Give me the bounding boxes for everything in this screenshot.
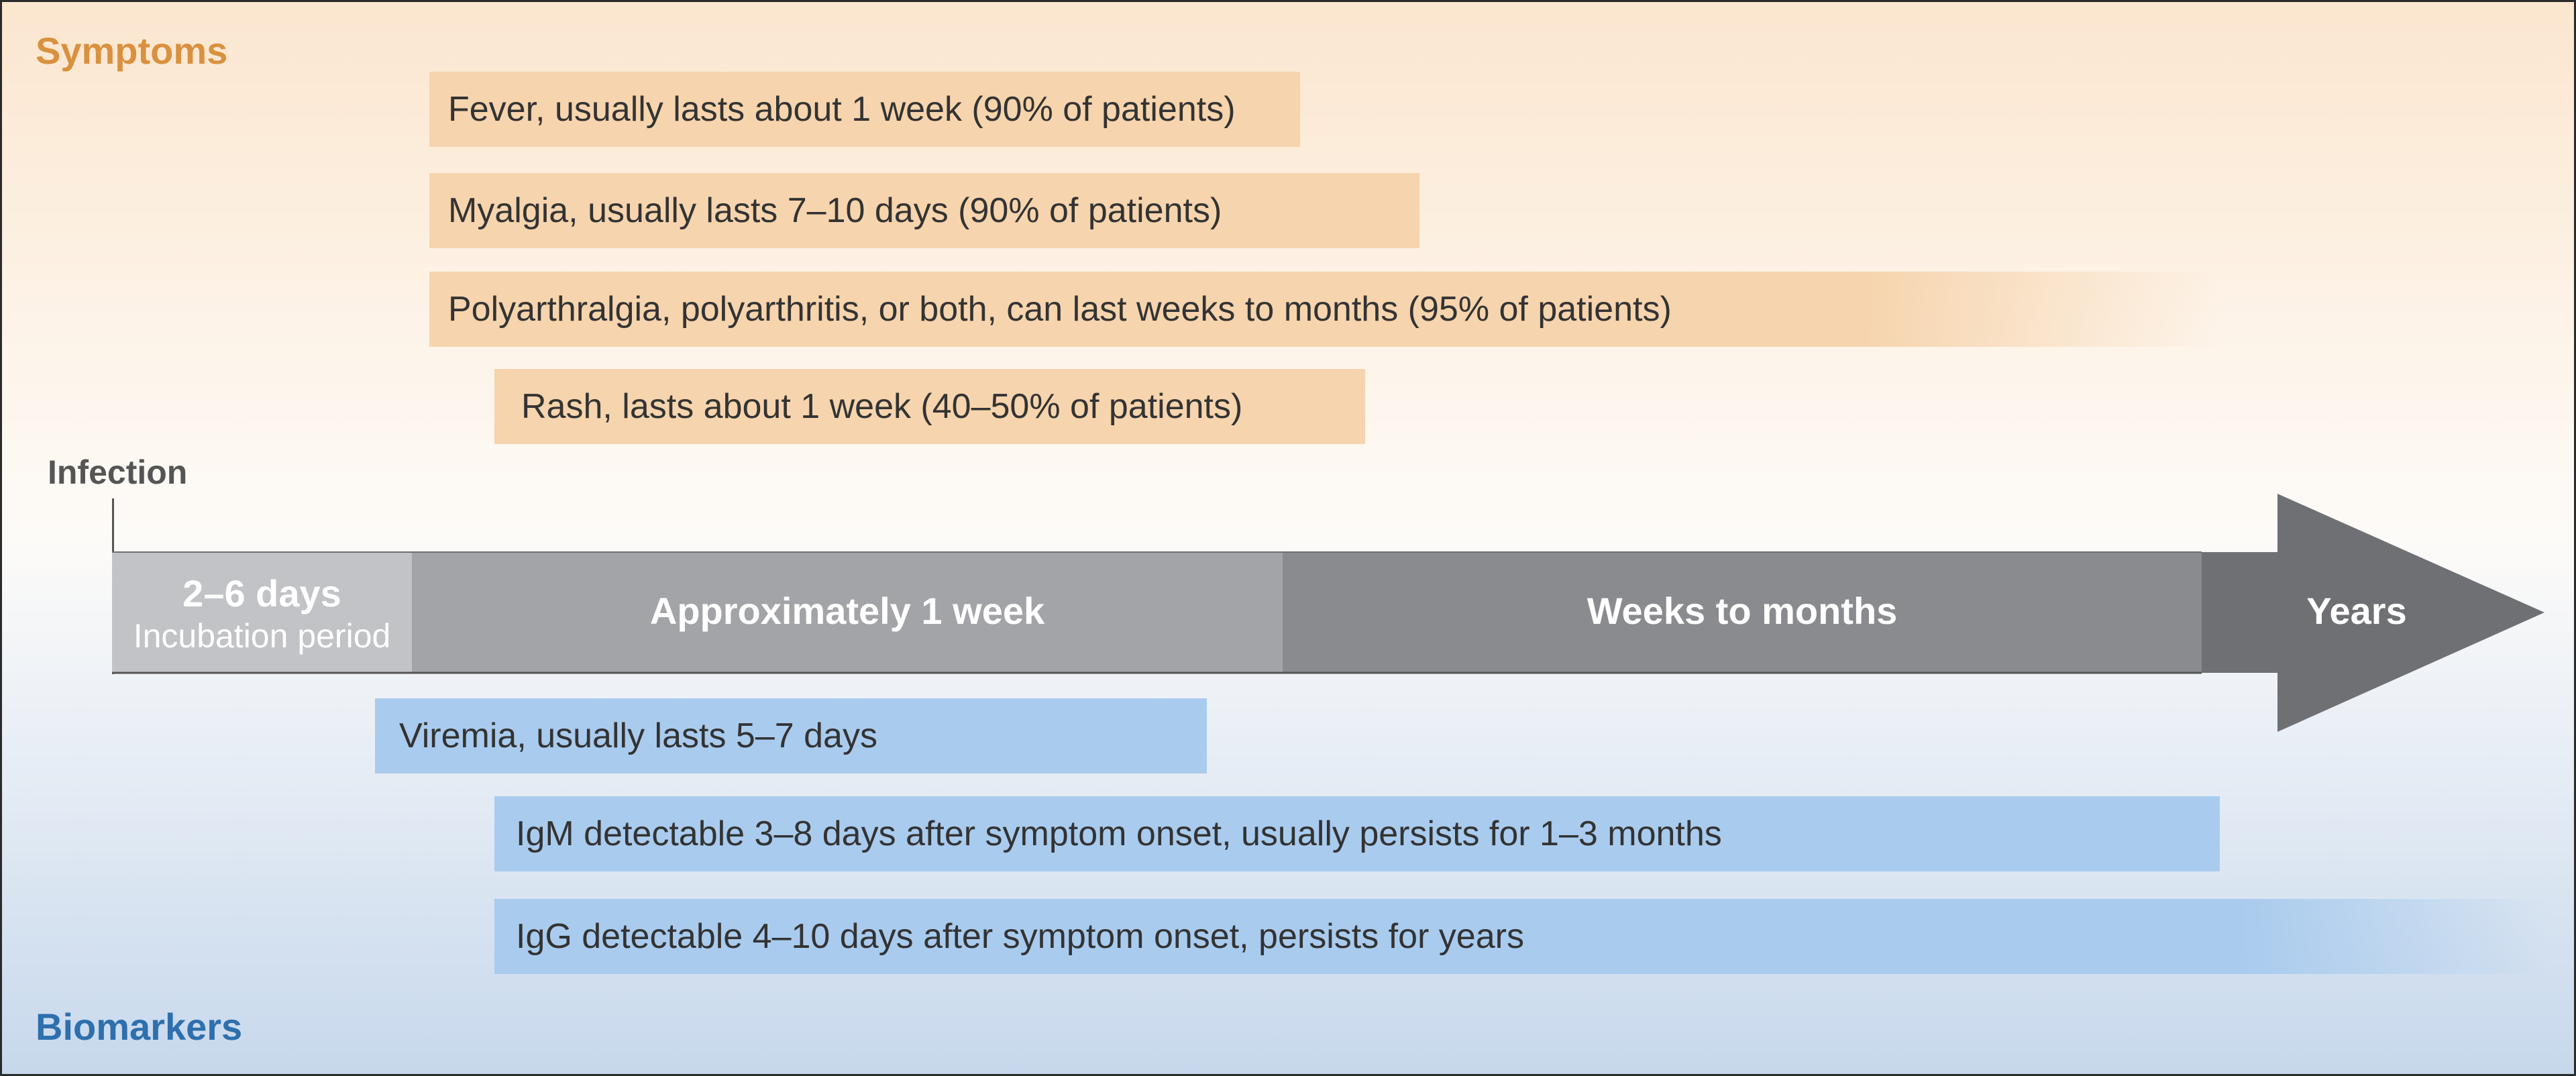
symptoms-heading: Symptoms bbox=[36, 30, 228, 72]
symptom-bar-rash: Rash, lasts about 1 week (40–50% of pati… bbox=[494, 369, 1365, 444]
symptom-bar-myalgia: Myalgia, usually lasts 7–10 days (90% of… bbox=[429, 173, 1419, 248]
segment-incubation bbox=[112, 552, 412, 673]
incubation-period-label: Incubation period bbox=[133, 617, 391, 655]
biomarker-bar-igg: IgG detectable 4–10 days after symptom o… bbox=[494, 899, 2547, 974]
segment-years-label: Years bbox=[2306, 590, 2407, 632]
infection-label: Infection bbox=[48, 453, 188, 491]
biomarker-bar-igm: IgM detectable 3–8 days after symptom on… bbox=[494, 796, 2220, 871]
biomarkers-heading: Biomarkers bbox=[36, 1006, 243, 1048]
segment-years-arrowhead bbox=[2202, 494, 2544, 732]
segment-weeks-months-label: Weeks to months bbox=[1587, 590, 1898, 632]
segment-incubation-text: 2–6 days Incubation period bbox=[112, 571, 412, 656]
biomarker-bar-viremia: Viremia, usually lasts 5–7 days bbox=[375, 698, 1207, 773]
symptom-bar-fever: Fever, usually lasts about 1 week (90% o… bbox=[429, 72, 1300, 147]
segment-approximately-1-week bbox=[412, 552, 1283, 673]
segment-weeks-to-months bbox=[1283, 552, 2202, 673]
symptom-bar-polyarthralgia: Polyarthralgia, polyarthritis, or both, … bbox=[429, 272, 2217, 347]
segment-week-label: Approximately 1 week bbox=[649, 590, 1045, 632]
incubation-days: 2–6 days bbox=[182, 572, 341, 614]
